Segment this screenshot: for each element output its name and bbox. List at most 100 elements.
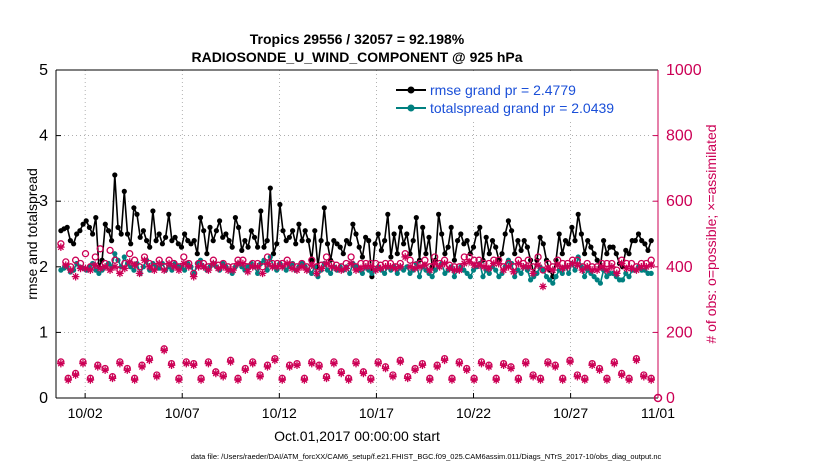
obs-assimilated-point xyxy=(416,263,424,271)
obs-assimilated-point xyxy=(612,269,621,278)
obs-assimilated-point xyxy=(293,361,301,369)
spread-point xyxy=(528,277,534,283)
rmse-point xyxy=(191,238,197,244)
rmse-point xyxy=(223,231,229,237)
obs-possible-point-final xyxy=(653,393,663,403)
rmse-point xyxy=(397,224,404,230)
obs-assimilated-point xyxy=(116,359,124,368)
rmse-point xyxy=(207,224,213,230)
obs-assimilated-point xyxy=(271,356,279,365)
rmse-point xyxy=(163,234,169,240)
obs-assimilated-point xyxy=(504,263,513,271)
rmse-point xyxy=(499,251,505,257)
obs-assimilated-point xyxy=(411,366,419,374)
rmse-point xyxy=(121,188,127,194)
obs-assimilated-point xyxy=(610,359,619,368)
obs-assimilated-point xyxy=(298,263,306,271)
obs-assimilated-point xyxy=(61,261,70,269)
obs-assimilated-point xyxy=(288,264,296,273)
obs-assimilated-point xyxy=(180,259,188,268)
spread-point xyxy=(382,270,388,276)
rmse-point xyxy=(102,221,108,227)
rmse-point xyxy=(166,211,172,217)
rmse-point xyxy=(512,251,518,257)
obs-assimilated-point xyxy=(566,358,574,366)
obs-assimilated-point xyxy=(307,261,316,269)
obs-assimilated-point xyxy=(499,266,508,274)
rmse-point xyxy=(483,234,489,240)
rmse-point xyxy=(375,231,381,237)
obs-assimilated-point xyxy=(588,266,596,274)
rmse-point xyxy=(559,251,565,257)
spread-point xyxy=(416,274,423,280)
rmse-point xyxy=(302,228,308,234)
obs-assimilated-point xyxy=(150,266,159,274)
obs-assimilated-point xyxy=(229,266,237,274)
obs-assimilated-point xyxy=(507,364,515,373)
rmse-point xyxy=(350,221,356,227)
obs-assimilated-point xyxy=(322,374,331,383)
obs-assimilated-point xyxy=(337,266,346,274)
rmse-point xyxy=(515,238,521,244)
obs-assimilated-point xyxy=(303,266,311,274)
rmse-point xyxy=(182,231,188,237)
rmse-point xyxy=(124,231,131,237)
rmse-point xyxy=(137,234,143,240)
rmse-point xyxy=(451,257,457,263)
obs-assimilated-point xyxy=(632,356,641,365)
legend-box xyxy=(393,74,655,120)
obs-assimilated-point xyxy=(534,261,542,269)
y-tick-label-left: 4 xyxy=(39,128,48,145)
rmse-point xyxy=(540,241,546,247)
spread-point xyxy=(480,274,486,280)
obs-assimilated-point xyxy=(167,361,176,369)
y-axis-label-left: rmse and totalspread xyxy=(24,168,40,300)
obs-assimilated-point xyxy=(248,359,257,368)
obs-assimilated-point xyxy=(396,263,405,271)
rmse-point xyxy=(556,231,562,237)
rmse-point xyxy=(359,254,365,260)
obs-assimilated-point xyxy=(256,372,264,381)
x-tick-label: 10/17 xyxy=(359,405,394,421)
rmse-point xyxy=(385,211,391,217)
spread-point xyxy=(626,274,632,280)
x-axis-label: Oct.01,2017 00:00:00 start xyxy=(274,428,440,444)
y-tick-label-left: 1 xyxy=(39,324,48,341)
rmse-point xyxy=(639,238,645,244)
rmse-point xyxy=(290,228,296,234)
rmse-point xyxy=(83,218,89,224)
rmse-point xyxy=(582,251,588,257)
rmse-point xyxy=(270,251,277,257)
obs-assimilated-point xyxy=(155,259,164,268)
obs-assimilated-point xyxy=(268,263,277,271)
rmse-point xyxy=(407,251,413,257)
rmse-point xyxy=(372,241,378,247)
rmse-point xyxy=(128,241,134,247)
rmse-point xyxy=(156,231,162,237)
obs-assimilated-point xyxy=(283,259,291,268)
rmse-point xyxy=(172,234,178,240)
obs-assimilated-point xyxy=(492,376,501,384)
obs-assimilated-point xyxy=(514,376,523,384)
rmse-point xyxy=(93,215,99,221)
rmse-point xyxy=(645,247,651,253)
y-tick-label-right: 800 xyxy=(666,128,693,145)
obs-assimilated-point xyxy=(455,359,464,368)
obs-assimilated-point xyxy=(362,263,370,271)
x-tick-label: 10/02 xyxy=(68,405,103,421)
rmse-point xyxy=(264,238,270,244)
rmse-point xyxy=(248,228,254,234)
obs-assimilated-point xyxy=(426,266,434,274)
obs-assimilated-point xyxy=(243,267,252,276)
obs-assimilated-point xyxy=(263,363,272,371)
obs-assimilated-point xyxy=(627,264,636,273)
spread-point xyxy=(442,270,448,276)
obs-assimilated-point xyxy=(460,259,469,268)
y-tick-label-left: 2 xyxy=(39,259,48,276)
obs-assimilated-point xyxy=(578,266,587,274)
obs-assimilated-point xyxy=(529,372,537,381)
y-tick-label-right: 200 xyxy=(666,324,693,341)
rmse-point xyxy=(489,238,496,244)
obs-assimilated-point xyxy=(204,359,213,368)
spread-point xyxy=(493,267,499,273)
